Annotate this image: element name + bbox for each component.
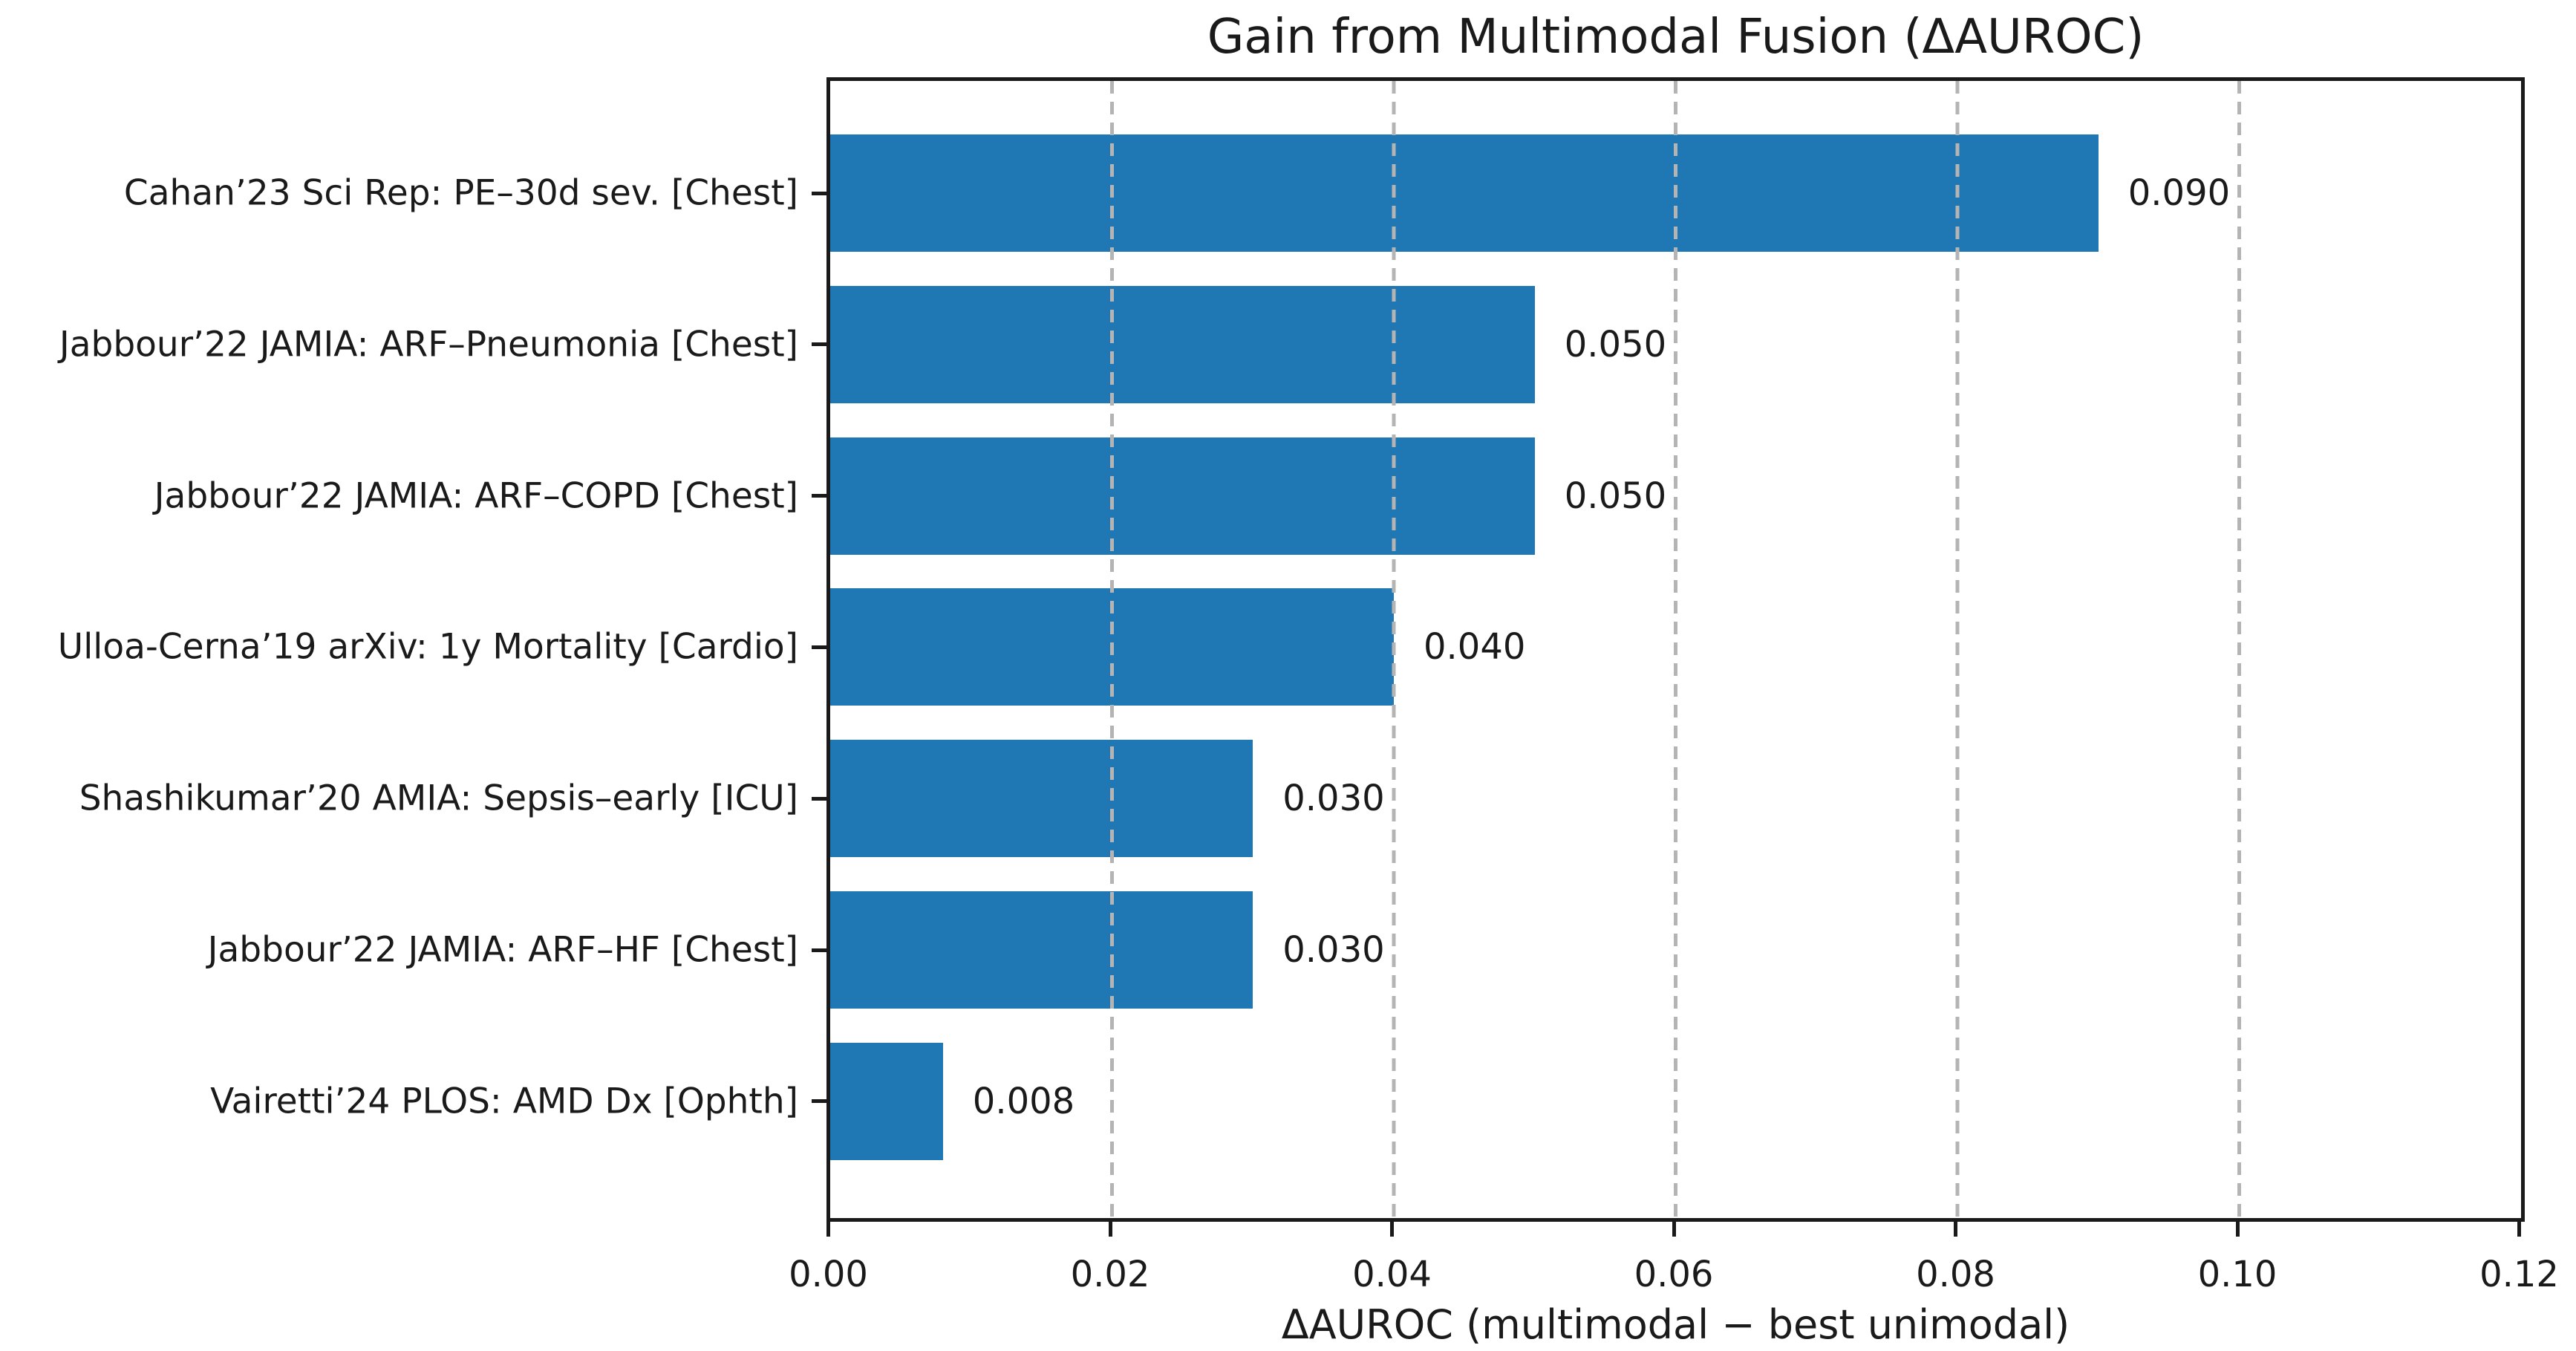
bar-value-label: 0.050 xyxy=(1564,475,1667,517)
bar xyxy=(830,740,1253,858)
bar-value-label: 0.050 xyxy=(1564,323,1667,365)
x-tick-label: 0.00 xyxy=(789,1254,868,1295)
bar xyxy=(830,134,2099,252)
x-tick xyxy=(2235,1222,2240,1237)
category-label: Cahan’23 Sci Rep: PE–30d sev. [Chest] xyxy=(123,172,798,214)
bar-value-label: 0.040 xyxy=(1424,626,1526,668)
bars-layer: 0.090 0.050 0.050 0.040 0.030 0.030 0.008 xyxy=(830,81,2521,1218)
x-tick-label: 0.08 xyxy=(1916,1254,1995,1295)
bar xyxy=(830,437,1535,555)
bar-value-label: 0.090 xyxy=(2127,172,2231,214)
bar-value-label: 0.030 xyxy=(1282,929,1385,971)
bar xyxy=(830,891,1253,1009)
bar xyxy=(830,1042,943,1160)
y-tick xyxy=(812,948,826,952)
y-tick xyxy=(812,1099,826,1104)
x-tick-label: 0.06 xyxy=(1634,1254,1714,1295)
chart-title: Gain from Multimodal Fusion (ΔAUROC) xyxy=(1207,10,2145,65)
x-tick xyxy=(1672,1222,1676,1237)
x-tick xyxy=(2517,1222,2521,1237)
category-label: Shashikumar’20 AMIA: Sepsis–early [ICU] xyxy=(79,778,798,819)
x-axis-label: ΔAUROC (multimodal − best unimodal) xyxy=(1281,1301,2070,1348)
y-tick xyxy=(812,342,826,347)
x-tick-label: 0.04 xyxy=(1352,1254,1432,1295)
x-tick-label: 0.12 xyxy=(2479,1254,2559,1295)
bar-value-label: 0.030 xyxy=(1282,778,1385,820)
category-label: Jabbour’22 JAMIA: ARF–COPD [Chest] xyxy=(154,475,798,517)
category-label: Ulloa-Cerna’19 arXiv: 1y Mortality [Card… xyxy=(57,626,798,668)
y-tick xyxy=(812,191,826,195)
bar xyxy=(830,588,1394,706)
category-label: Jabbour’22 JAMIA: ARF–HF [Chest] xyxy=(207,929,798,971)
x-tick-label: 0.02 xyxy=(1070,1254,1150,1295)
x-tick xyxy=(1108,1222,1112,1237)
bar xyxy=(830,285,1535,403)
category-label: Jabbour’22 JAMIA: ARF–Pneumonia [Chest] xyxy=(59,324,798,365)
x-tick-label: 0.10 xyxy=(2197,1254,2277,1295)
y-tick xyxy=(812,645,826,649)
y-tick xyxy=(812,494,826,498)
y-tick xyxy=(812,796,826,801)
x-tick xyxy=(1390,1222,1394,1237)
category-label: Vairetti’24 PLOS: AMD Dx [Ophth] xyxy=(210,1081,798,1122)
x-tick xyxy=(1954,1222,1957,1237)
x-tick xyxy=(826,1222,830,1237)
plot-area: 0.090 0.050 0.050 0.040 0.030 0.030 0.008 xyxy=(826,77,2525,1222)
bar-value-label: 0.008 xyxy=(972,1080,1075,1122)
